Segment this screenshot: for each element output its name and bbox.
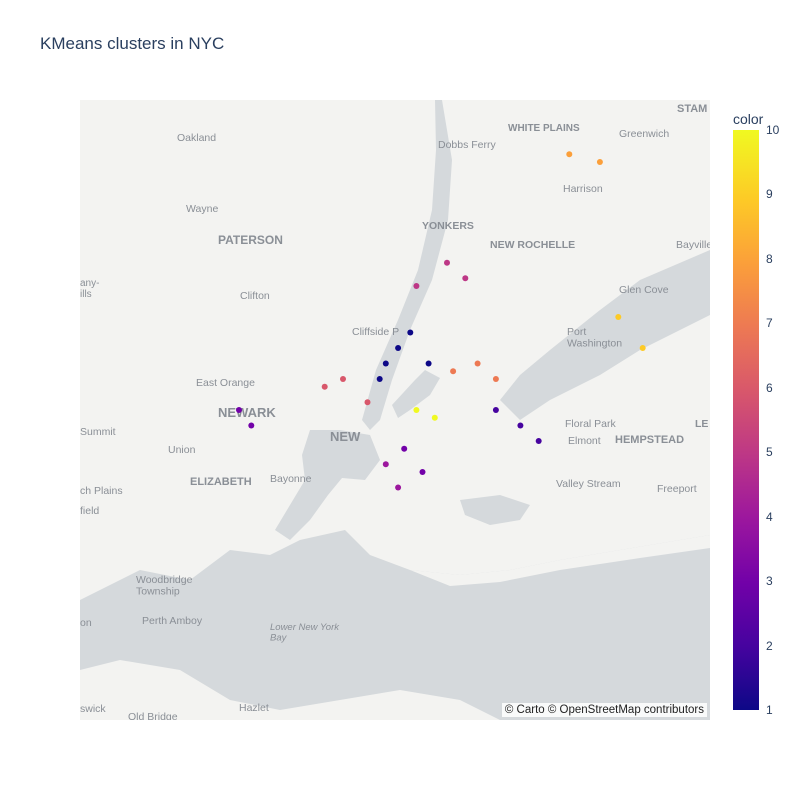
label-oakland: Oakland bbox=[177, 132, 216, 144]
label-white-plains: WHITE PLAINS bbox=[508, 123, 580, 134]
colorbar-tick: 8 bbox=[766, 251, 773, 266]
label-paterson: PATERSON bbox=[218, 233, 283, 247]
long-island-sound bbox=[500, 250, 710, 420]
cluster-point[interactable] bbox=[639, 345, 646, 351]
cluster-point[interactable] bbox=[425, 360, 432, 367]
label-valley-stream: Valley Stream bbox=[556, 478, 621, 490]
cluster-point[interactable] bbox=[321, 383, 328, 390]
map-attribution[interactable]: © Carto © OpenStreetMap contributors bbox=[501, 703, 707, 717]
label-freeport: Freeport bbox=[657, 483, 697, 495]
east-river bbox=[392, 370, 440, 418]
cluster-point[interactable] bbox=[615, 314, 622, 320]
label-cliffside: Cliffside P bbox=[352, 326, 399, 338]
cluster-point[interactable] bbox=[340, 376, 346, 382]
colorbar-tick: 9 bbox=[766, 187, 773, 202]
label-field: field bbox=[80, 505, 99, 517]
label-dobbs-ferry: Dobbs Ferry bbox=[438, 139, 497, 151]
cluster-point[interactable] bbox=[395, 345, 402, 351]
label-bayonne: Bayonne bbox=[270, 473, 312, 485]
label-le: LE bbox=[695, 418, 708, 430]
label-elizabeth: ELIZABETH bbox=[190, 476, 252, 488]
cluster-point[interactable] bbox=[596, 159, 603, 165]
cluster-point[interactable] bbox=[566, 151, 573, 158]
colorbar-tick: 5 bbox=[766, 445, 773, 460]
cluster-point[interactable] bbox=[462, 275, 469, 282]
label-hazlet: Hazlet bbox=[239, 702, 269, 714]
cluster-point[interactable] bbox=[236, 407, 242, 413]
label-lower-bay: Lower New York Bay bbox=[270, 622, 340, 643]
cluster-point[interactable] bbox=[401, 445, 408, 452]
cluster-point[interactable] bbox=[450, 368, 457, 375]
label-stam: STAM bbox=[677, 103, 707, 115]
label-greenwich: Greenwich bbox=[619, 128, 669, 140]
hudson-river bbox=[362, 100, 452, 430]
cluster-point[interactable] bbox=[419, 469, 426, 475]
label-glen-cove: Glen Cove bbox=[619, 284, 669, 296]
cluster-point[interactable] bbox=[535, 438, 542, 444]
cluster-point[interactable] bbox=[364, 399, 371, 406]
label-new-york: NEW bbox=[330, 429, 361, 444]
label-perth-amboy: Perth Amboy bbox=[142, 615, 203, 627]
cluster-point[interactable] bbox=[395, 484, 402, 491]
colorbar-tick: 10 bbox=[766, 123, 780, 137]
cluster-point[interactable] bbox=[492, 376, 499, 382]
map[interactable]: STAM WHITE PLAINS Oakland Dobbs Ferry Gr… bbox=[80, 100, 710, 720]
label-woodbridge: Woodbridge Township bbox=[136, 574, 193, 598]
label-on: on bbox=[80, 617, 92, 629]
rockaway bbox=[410, 535, 710, 586]
label-elmont: Elmont bbox=[568, 435, 601, 447]
newark-bay bbox=[275, 430, 380, 540]
colorbar-tick: 6 bbox=[766, 380, 773, 395]
label-floral-park: Floral Park bbox=[565, 418, 617, 430]
label-swick: swick bbox=[80, 703, 106, 715]
colorbar-tick: 2 bbox=[766, 638, 773, 653]
label-east-orange: East Orange bbox=[196, 377, 255, 389]
label-wayne: Wayne bbox=[186, 203, 218, 215]
label-hills: any-ills bbox=[80, 278, 99, 300]
cluster-point[interactable] bbox=[382, 360, 389, 367]
jamaica-bay bbox=[460, 495, 530, 525]
colorbar-tick: 3 bbox=[766, 574, 773, 589]
label-new-rochelle: NEW ROCHELLE bbox=[490, 239, 575, 251]
label-union: Union bbox=[168, 444, 196, 456]
colorbar-title: color bbox=[733, 111, 764, 127]
colorbar-tick: 4 bbox=[766, 509, 773, 524]
cluster-point[interactable] bbox=[376, 376, 383, 382]
cluster-point[interactable] bbox=[444, 259, 450, 266]
lower-bay bbox=[80, 530, 710, 720]
cluster-point[interactable] bbox=[413, 283, 420, 289]
label-port-washington: Port Washington bbox=[567, 326, 622, 350]
colorbar bbox=[733, 130, 759, 710]
label-old-bridge: Old Bridge bbox=[128, 711, 178, 720]
label-hempstead: HEMPSTEAD bbox=[615, 434, 684, 446]
cluster-point[interactable] bbox=[474, 360, 481, 367]
label-newark: NEWARK bbox=[218, 405, 276, 420]
label-ch-plains: ch Plains bbox=[80, 485, 123, 497]
colorbar-tick: 7 bbox=[766, 316, 773, 331]
label-clifton: Clifton bbox=[240, 290, 270, 302]
label-yonkers: YONKERS bbox=[422, 220, 474, 232]
label-summit: Summit bbox=[80, 426, 116, 438]
cluster-point[interactable] bbox=[407, 329, 414, 336]
basemap-labels: STAM WHITE PLAINS Oakland Dobbs Ferry Gr… bbox=[80, 103, 710, 720]
label-bayville: Bayville bbox=[676, 239, 710, 251]
cluster-point[interactable] bbox=[431, 414, 438, 421]
cluster-point[interactable] bbox=[492, 407, 499, 413]
cluster-point[interactable] bbox=[248, 422, 255, 429]
scatter-points[interactable] bbox=[236, 151, 646, 491]
label-harrison: Harrison bbox=[563, 183, 603, 195]
cluster-point[interactable] bbox=[413, 407, 420, 413]
chart-title: KMeans clusters in NYC bbox=[40, 34, 225, 53]
cluster-point[interactable] bbox=[517, 422, 524, 429]
colorbar-tick: 1 bbox=[766, 703, 773, 717]
cluster-point[interactable] bbox=[382, 461, 389, 468]
map-canvas[interactable]: STAM WHITE PLAINS Oakland Dobbs Ferry Gr… bbox=[80, 100, 710, 720]
